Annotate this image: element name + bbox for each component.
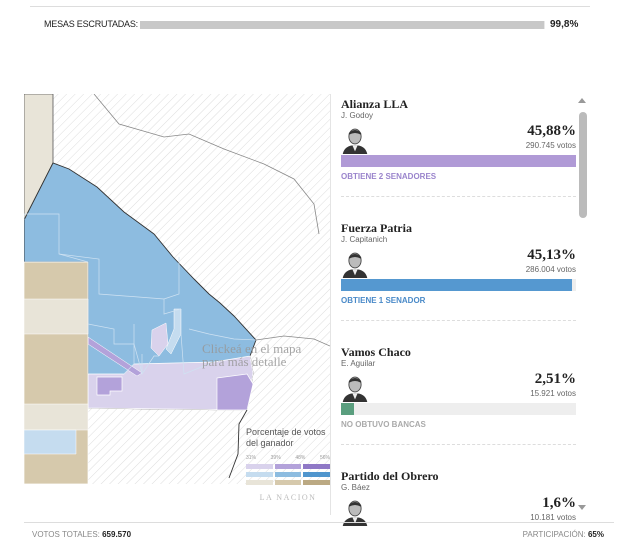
vote-bar xyxy=(341,403,576,415)
candidate-item[interactable]: Fuerza Patria J. Capitanich 45,13% 286.0… xyxy=(341,218,576,322)
participation: PARTICIPACIÓN: 65% xyxy=(523,530,604,539)
candidate-name: J. Capitanich xyxy=(341,235,388,244)
total-votes-value: 659.570 xyxy=(102,530,132,539)
legend-ticks: 31% 39% 48% 56% xyxy=(246,455,330,461)
vote-bar xyxy=(341,155,576,167)
party-name: Vamos Chaco xyxy=(341,345,411,359)
scrollbar-thumb[interactable] xyxy=(579,112,587,218)
legend-title: Porcentaje de votos del ganador xyxy=(246,427,326,448)
legend-swatch xyxy=(303,480,331,485)
candidate-photo-icon xyxy=(342,252,368,278)
result-label: NO OBTUVO BANCAS xyxy=(341,420,426,429)
vote-bar-fill xyxy=(341,155,576,167)
region-west-lightblue[interactable] xyxy=(24,429,77,455)
department-borders xyxy=(24,213,257,376)
legend-swatch xyxy=(274,472,302,477)
vote-percentage: 2,51% xyxy=(534,371,576,387)
candidate-item[interactable]: Partido del Obrero G. Báez 1,6% 10.181 v… xyxy=(341,466,576,528)
legend-swatch xyxy=(303,472,331,477)
candidate-item[interactable]: Alianza LLA J. Godoy 45,88% 290.745 voto… xyxy=(341,94,576,198)
mesas-value: 99,8% xyxy=(550,19,579,30)
candidate-photo-icon xyxy=(342,128,368,154)
candidate-item[interactable]: Vamos Chaco E. Aguilar 2,51% 15.921 voto… xyxy=(341,342,576,446)
results-map[interactable]: Clickeá en el mapa para más detalle Porc… xyxy=(24,94,331,502)
candidate-photo-icon xyxy=(342,500,368,526)
legend-swatch xyxy=(246,480,273,485)
party-name: Partido del Obrero xyxy=(341,469,439,483)
total-votes: VOTOS TOTALES: 659.570 xyxy=(32,530,131,539)
vote-count: 290.745 votos xyxy=(525,141,576,150)
divider xyxy=(341,320,576,321)
legend-tick: 31% xyxy=(246,455,257,461)
party-name: Alianza LLA xyxy=(341,97,409,111)
border-line xyxy=(255,335,330,347)
divider xyxy=(30,6,590,7)
total-votes-label: VOTOS TOTALES: xyxy=(32,530,100,539)
candidate-name: J. Godoy xyxy=(341,111,374,120)
scroll-up-arrow-icon[interactable] xyxy=(578,98,586,103)
legend-swatch xyxy=(274,464,302,469)
border-line-north xyxy=(93,94,320,235)
mesas-progress-bar xyxy=(140,21,545,29)
la-nacion-logo: LA NACION xyxy=(259,493,317,502)
participation-value: 65% xyxy=(587,530,604,539)
result-label: OBTIENE 2 SENADORES xyxy=(341,172,437,181)
map-svg[interactable] xyxy=(24,94,330,484)
vote-count: 10.181 votos xyxy=(530,513,576,522)
legend-swatch xyxy=(246,464,273,469)
legend-row xyxy=(246,480,331,485)
region-lavender-mid[interactable] xyxy=(150,322,169,357)
divider xyxy=(341,196,576,197)
party-name: Fuerza Patria xyxy=(341,221,412,235)
vote-count: 286.004 votos xyxy=(525,265,576,274)
result-label: OBTIENE 1 SENADOR xyxy=(341,296,426,305)
candidate-name: G. Báez xyxy=(341,483,370,492)
map-legend: Porcentaje de votos del ganador 31% 39% … xyxy=(246,427,331,502)
results-panel[interactable]: Alianza LLA J. Godoy 45,88% 290.745 voto… xyxy=(330,94,590,526)
vote-bar xyxy=(341,279,576,291)
participation-label: PARTICIPACIÓN: xyxy=(522,530,586,539)
vote-percentage: 45,13% xyxy=(527,247,576,263)
legend-swatch xyxy=(274,480,302,485)
legend-swatch xyxy=(246,472,273,477)
vote-bar-fill xyxy=(341,403,354,415)
legend-tick: 39% xyxy=(270,455,281,461)
legend-tick: 48% xyxy=(295,455,306,461)
region-purple-se[interactable] xyxy=(216,373,254,411)
legend-tick: 56% xyxy=(319,455,330,461)
mesas-progress-fill xyxy=(140,21,545,29)
vote-count: 15.921 votos xyxy=(530,389,576,398)
legend-swatches xyxy=(246,464,331,485)
divider xyxy=(24,522,614,523)
scroll-down-arrow-icon[interactable] xyxy=(578,505,586,510)
legend-swatch xyxy=(303,464,331,469)
legend-row xyxy=(246,472,331,477)
vote-bar-fill xyxy=(341,279,573,291)
divider xyxy=(341,444,576,445)
candidate-name: E. Aguilar xyxy=(341,359,376,368)
legend-row xyxy=(246,464,331,469)
vote-percentage: 1,6% xyxy=(542,495,576,511)
map-hint: Clickeá en el mapa para más detalle xyxy=(202,341,302,369)
region-west-light xyxy=(24,298,89,431)
mesas-label: MESAS ESCRUTADAS: xyxy=(44,19,138,29)
river-boundary xyxy=(228,409,248,479)
vote-percentage: 45,88% xyxy=(527,123,576,139)
region-purple-small[interactable] xyxy=(96,376,123,396)
candidate-photo-icon xyxy=(342,376,368,402)
